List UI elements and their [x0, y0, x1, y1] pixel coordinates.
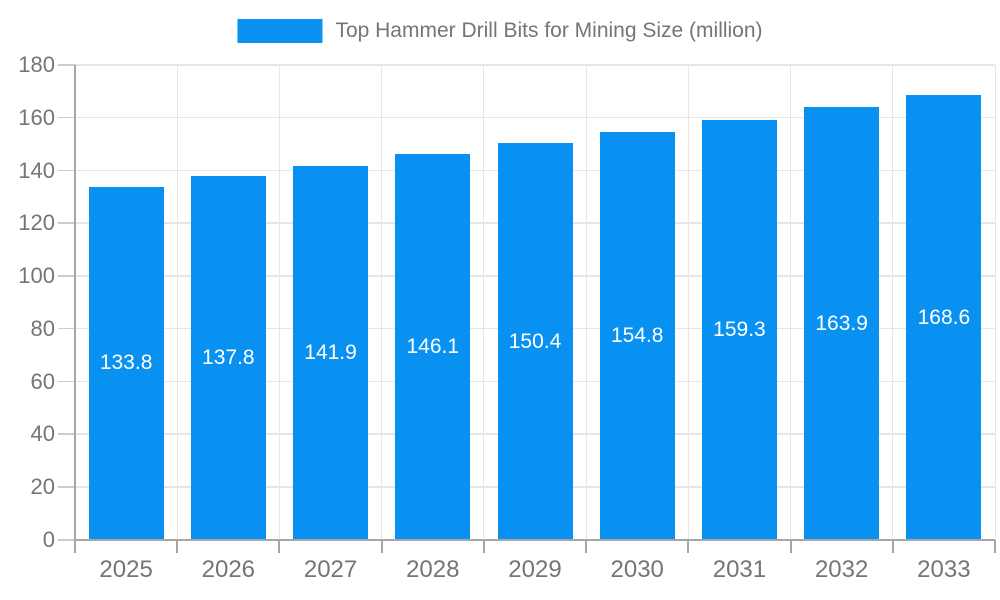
y-axis-label: 180 [18, 52, 55, 77]
x-tick [789, 540, 792, 553]
y-tick [58, 222, 75, 224]
bar-value-label: 150.4 [508, 329, 562, 353]
y-axis-label: 60 [30, 368, 55, 394]
y-tick [58, 275, 75, 277]
x-tick [74, 540, 76, 553]
bar-value-label: 159.3 [713, 317, 766, 341]
y-axis-label: 40 [30, 421, 55, 447]
y-gridline [75, 116, 995, 119]
x-tick [891, 540, 894, 553]
x-axis-label: 2032 [814, 556, 869, 583]
y-axis-label: 120 [18, 210, 55, 236]
x-axis-label: 2029 [508, 556, 562, 583]
bar-2025[interactable]: 133.8 [88, 186, 164, 540]
y-tick [58, 327, 75, 330]
x-axis-label: 2025 [99, 556, 153, 583]
x-axis-label: 2026 [201, 556, 256, 583]
bar-2026[interactable]: 137.8 [190, 176, 266, 540]
bar-2031[interactable]: 159.3 [701, 119, 777, 540]
bar-value-label: 168.6 [917, 305, 971, 329]
bar-value-label: 163.9 [815, 311, 868, 335]
x-tick [482, 540, 485, 553]
x-gridline [585, 65, 587, 540]
x-axis-label: 2030 [610, 556, 664, 583]
y-axis-label: 80 [30, 315, 55, 341]
x-axis-label: 2028 [406, 556, 460, 583]
y-tick [58, 169, 75, 172]
x-axis-label: 2031 [712, 556, 767, 583]
bar-2028[interactable]: 146.1 [395, 154, 471, 540]
bar-value-label: 146.1 [406, 335, 460, 359]
y-axis-label: 20 [30, 474, 55, 500]
bar-2029[interactable]: 150.4 [497, 143, 573, 540]
legend-label: Top Hammer Drill Bits for Mining Size (m… [335, 19, 763, 42]
y-axis-label: 140 [18, 157, 55, 183]
x-gridline [278, 65, 280, 540]
y-tick [58, 433, 75, 435]
x-gridline [790, 65, 792, 540]
y-tick [58, 380, 75, 383]
legend-swatch[interactable] [237, 19, 323, 43]
y-axis-line [74, 65, 76, 553]
y-tick [58, 486, 75, 488]
y-axis-label: 0 [42, 527, 55, 552]
bar-2033[interactable]: 168.6 [906, 95, 982, 540]
x-tick [380, 540, 383, 553]
y-tick [58, 539, 75, 541]
x-tick [687, 540, 690, 553]
y-axis-label: 160 [18, 104, 55, 130]
x-tick [585, 540, 588, 553]
x-gridline [381, 65, 383, 540]
x-tick [994, 540, 996, 553]
y-tick [58, 116, 75, 119]
bar-2032[interactable]: 163.9 [804, 107, 880, 540]
x-tick [176, 540, 179, 553]
bar-value-label: 154.8 [610, 323, 664, 347]
x-tick [278, 540, 281, 553]
x-gridline [483, 65, 485, 540]
x-gridline [176, 65, 178, 540]
bar-2027[interactable]: 141.9 [293, 165, 369, 540]
x-gridline [687, 65, 689, 540]
y-tick [58, 64, 75, 66]
y-gridline [75, 64, 995, 66]
x-gridline [994, 65, 996, 540]
x-axis-label: 2027 [303, 556, 358, 583]
bar-2030[interactable]: 154.8 [599, 131, 675, 540]
x-gridline [892, 65, 894, 540]
bar-value-label: 133.8 [99, 351, 153, 375]
bar-value-label: 137.8 [202, 346, 255, 370]
x-axis-label: 2033 [917, 556, 971, 583]
chart-legend: Top Hammer Drill Bits for Mining Size (m… [237, 19, 763, 43]
bar-value-label: 141.9 [304, 340, 357, 364]
x-axis-line [75, 539, 995, 541]
y-axis-label: 100 [18, 263, 55, 289]
